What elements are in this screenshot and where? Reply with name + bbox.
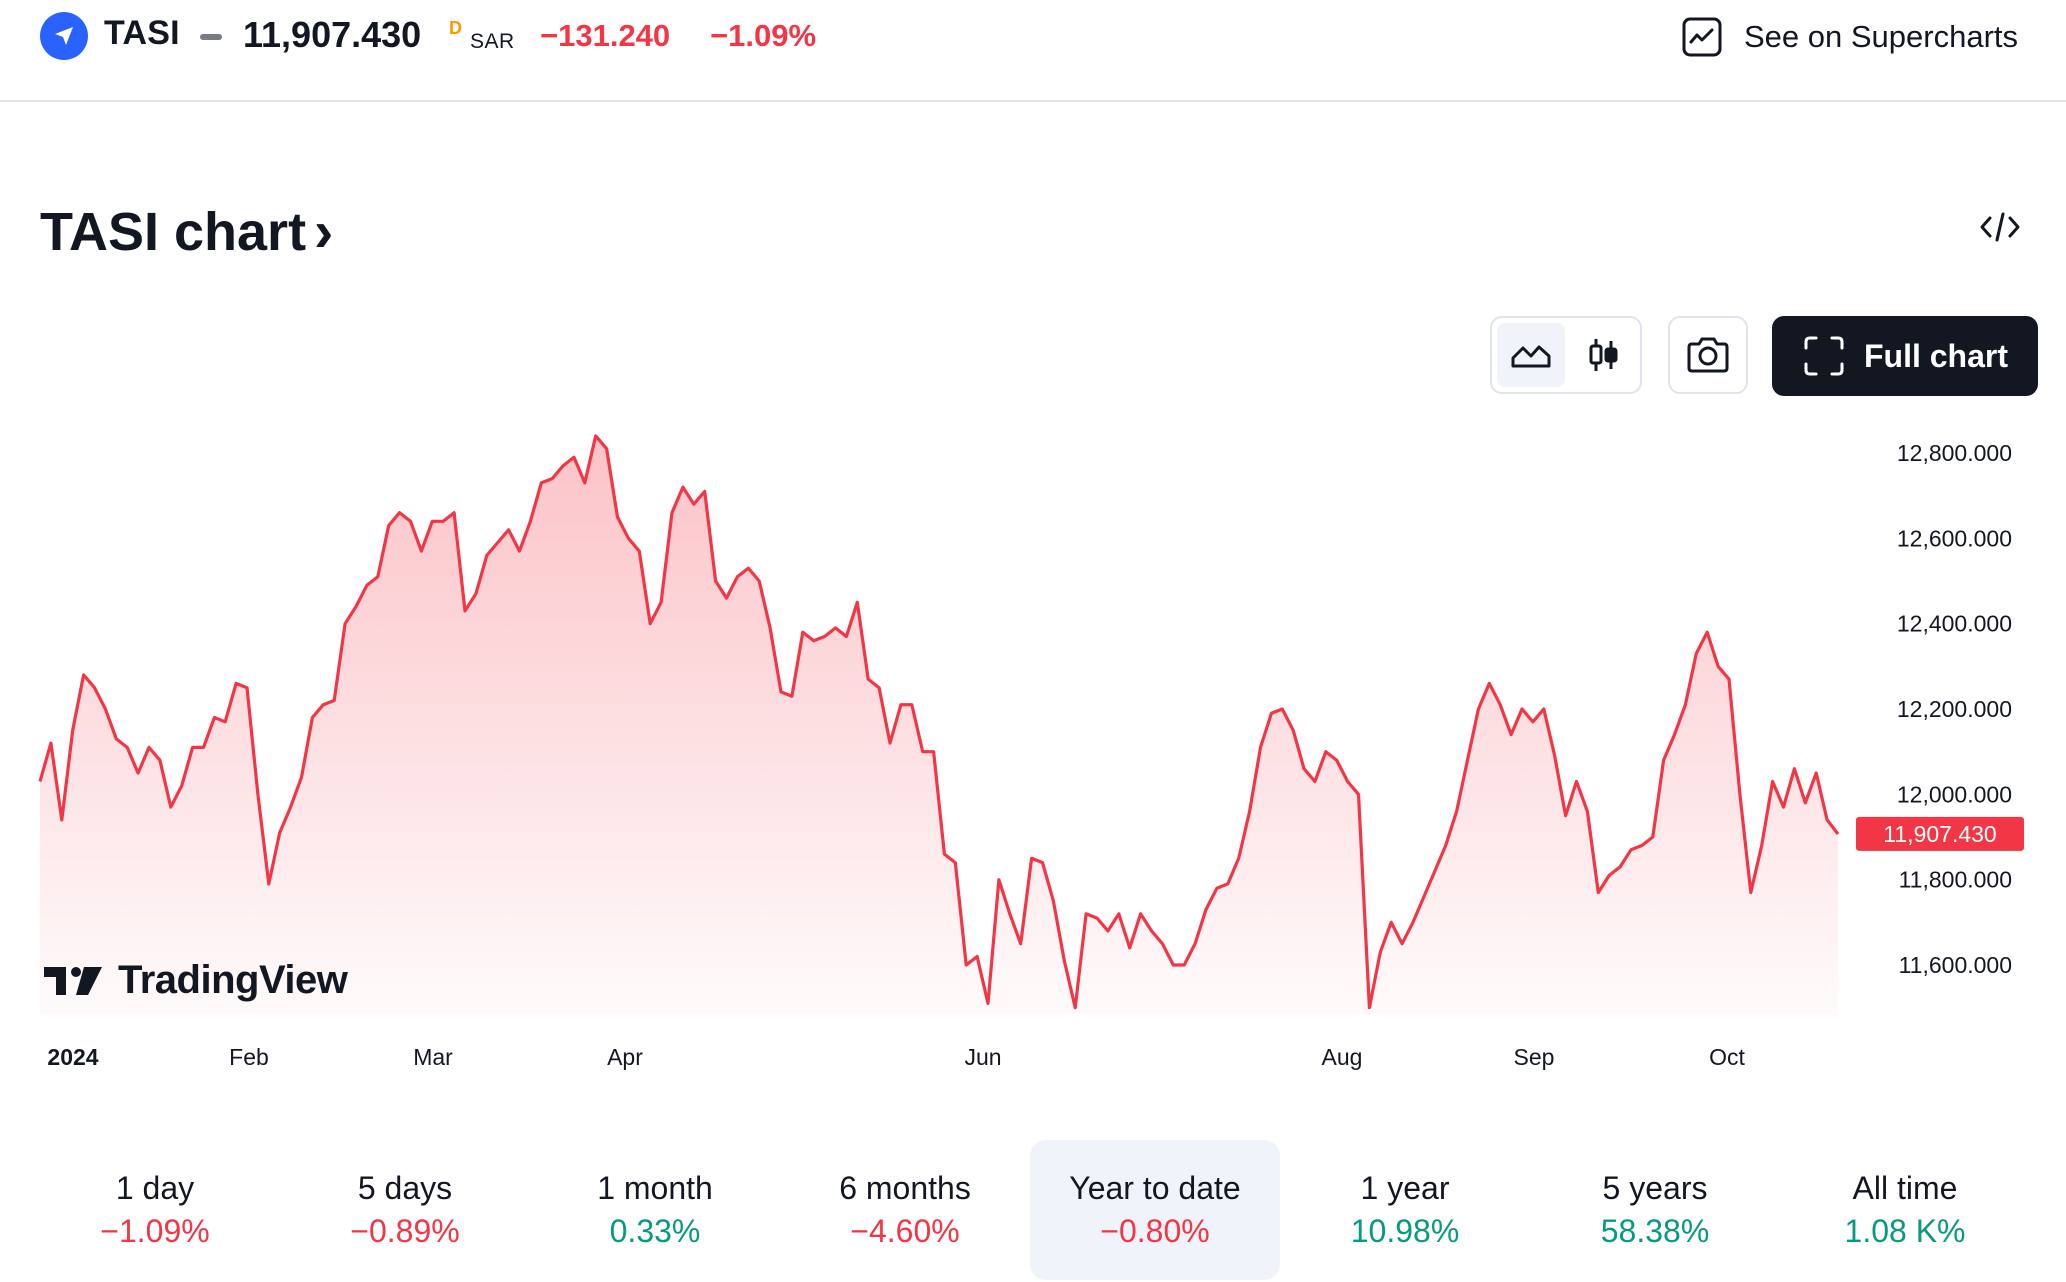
x-tick-label: Feb [229,1044,269,1070]
period-change: 58.38% [1600,1213,1710,1249]
symbol-name: TASI [104,14,180,52]
y-tick-label: 12,800.000 [1897,440,2012,466]
delayed-badge: D [449,18,462,38]
period-label: 1 month [597,1170,713,1206]
period-change: 1.08 K% [1844,1213,1966,1249]
full-chart-label: Full chart [1863,337,2008,374]
period-label: Year to date [1069,1170,1241,1206]
area-chart-icon [1511,345,1551,368]
period-tab[interactable]: 1 day −1.09% [30,1140,280,1280]
code-icon [1980,212,2020,242]
period-label: All time [1852,1170,1958,1206]
candlestick-icon [1589,339,1618,371]
y-tick-label: 11,800.000 [1899,867,2012,893]
y-tick-label: 12,000.000 [1897,781,2012,807]
last-price: 11,907.430 [243,14,422,55]
quote-header: TASI 11,907.430 D SAR −131.240 −1.09% Se… [0,0,2066,102]
performance-periods: 1 day −1.09% 5 days −0.89% 1 month 0.33% 6 mon… [30,1140,2030,1280]
tradingview-watermark: TradingView [42,958,348,1003]
x-tick-label: Aug [1322,1044,1363,1070]
symbol-logo [40,12,88,60]
last-price-tag-bg [1856,816,2024,851]
tradingview-logo-icon [44,966,102,995]
snapshot-button[interactable] [1668,316,1748,394]
full-chart-button[interactable]: Full chart [1772,316,2038,396]
period-tab[interactable]: All time 1.08 K% [1780,1140,2030,1280]
see-on-supercharts-link[interactable]: See on Supercharts [1680,12,2018,62]
period-change: −4.60% [850,1213,960,1249]
period-change: −1.09% [100,1213,210,1249]
period-label: 6 months [839,1170,971,1206]
fullscreen-icon [1804,336,1844,376]
time-axis: 2024 Feb Mar Apr Jun Aug Sep Oct [47,1044,1745,1070]
period-change: −0.80% [1100,1213,1210,1249]
price-area [40,435,1838,1015]
price-line [38,434,1840,1010]
camera-icon [1687,337,1729,373]
price-change: −131.240 [540,18,671,53]
chart-style-switcher [1490,316,1642,394]
price-chart[interactable]: 12,800.000 12,600.000 12,400.000 12,200.000… [0,420,2066,1080]
y-tick-label: 12,600.000 [1897,525,2012,551]
period-tab[interactable]: Year to date −0.80% [1030,1140,1280,1280]
last-price-tag: 11,907.430 [1856,816,2024,851]
area-style-button[interactable] [1497,323,1565,387]
period-tab[interactable]: 6 months −4.60% [780,1140,1030,1280]
market-status-dash [200,34,222,40]
x-tick-label: Oct [1709,1044,1745,1070]
y-tick-label: 12,400.000 [1897,611,2012,637]
period-label: 1 year [1360,1170,1450,1206]
x-tick-label: Apr [607,1044,643,1070]
supercharts-icon [1682,17,1722,57]
y-tick-label: 12,200.000 [1897,696,2012,722]
currency-label: SAR [470,30,515,53]
period-tab[interactable]: 5 years 58.38% [1530,1140,1780,1280]
last-price-tag-label: 11,907.430 [1883,821,1996,847]
x-tick-label: Mar [413,1044,453,1070]
chart-title: TASI chart [40,201,307,262]
arrow-icon [55,27,73,45]
period-tab[interactable]: 1 year 10.98% [1280,1140,1530,1280]
x-tick-label: 2024 [47,1044,98,1070]
x-tick-label: Sep [1514,1044,1555,1070]
period-label: 5 days [357,1170,453,1206]
period-change: −0.89% [350,1213,460,1249]
period-label: 5 years [1602,1170,1708,1206]
period-tab[interactable]: 1 month 0.33% [530,1140,780,1280]
x-tick-label: Jun [964,1044,1001,1070]
chevron-right-icon: › [314,199,334,264]
supercharts-label: See on Supercharts [1744,19,2019,54]
y-tick-label: 11,600.000 [1899,952,2012,978]
period-label: 1 day [115,1170,195,1206]
price-axis: 12,800.000 12,600.000 12,400.000 12,200.000… [1897,440,2012,978]
period-change: 10.98% [1350,1213,1460,1249]
price-change-percent: −1.09% [710,18,817,53]
chart-title-link[interactable]: TASI chart › [40,198,333,265]
period-change: 0.33% [609,1213,701,1249]
tradingview-wordmark: TradingView [118,958,348,1002]
period-tab[interactable]: 5 days −0.89% [280,1140,530,1280]
embed-code-button[interactable] [1970,204,2030,250]
candles-style-button[interactable] [1569,323,1637,387]
